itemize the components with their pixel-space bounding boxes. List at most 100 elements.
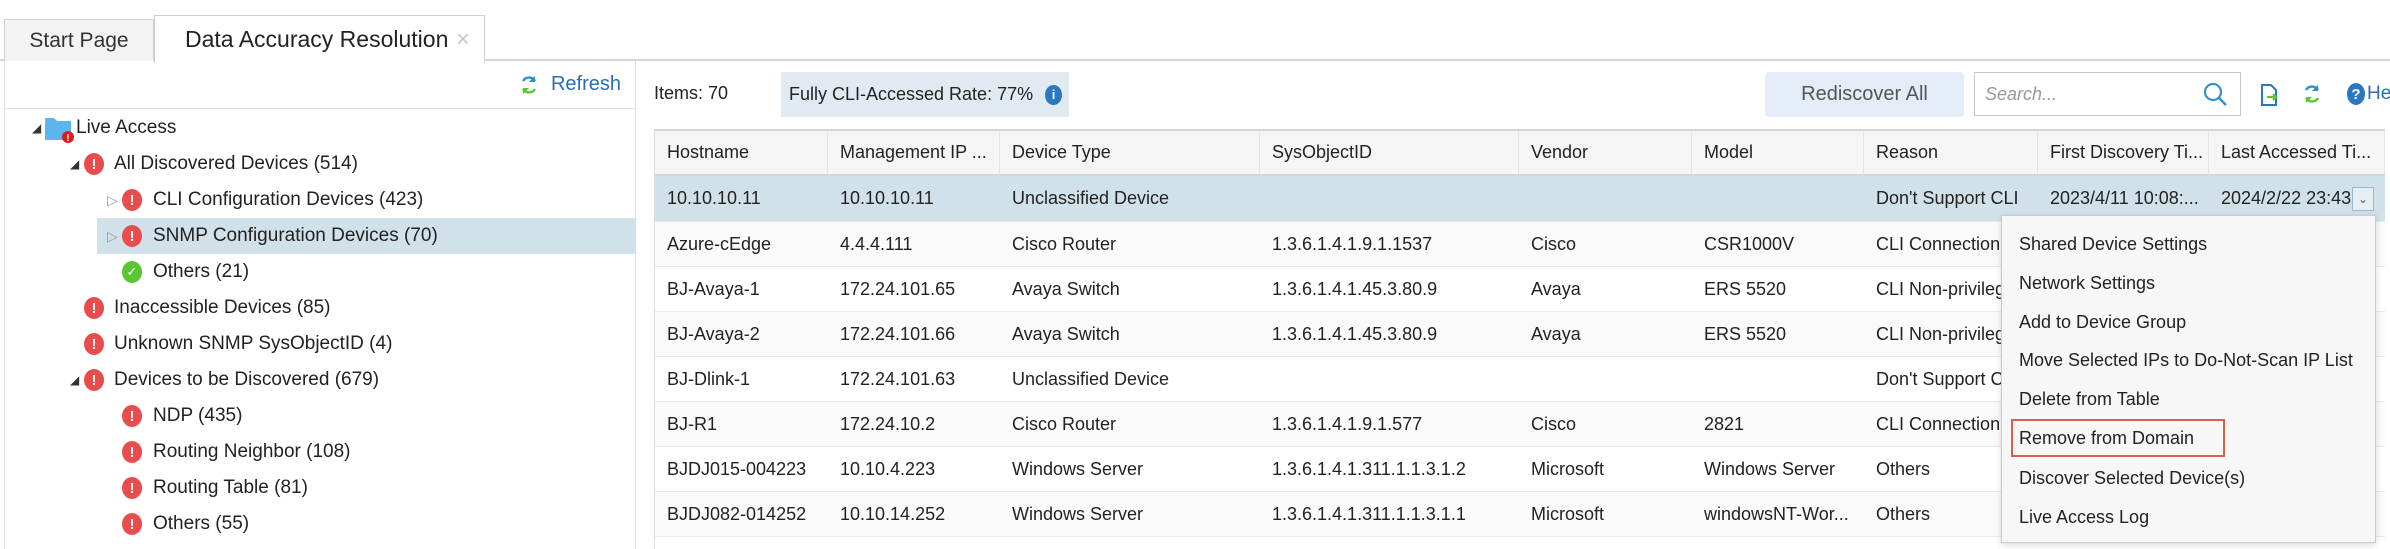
- table-cell: 2023/4/11 10:08:...: [2050, 188, 2199, 208]
- table-cell: 2821: [1704, 413, 1745, 434]
- table-cell: 172.24.101.63: [840, 368, 956, 389]
- table-cell: [1260, 176, 1519, 221]
- check-icon: ✓: [122, 261, 142, 283]
- table-cell: CSR1000V: [1704, 233, 1795, 254]
- menu-item[interactable]: Shared Device Settings: [2019, 233, 2208, 254]
- info-icon[interactable]: i: [1045, 84, 1063, 105]
- tree-node[interactable]: ◢! Devices to be Discovered (679): [5, 362, 636, 398]
- column-header[interactable]: Hostname: [655, 131, 828, 174]
- table-header: Hostname Management IP ... Device Type SysO…: [655, 129, 2385, 176]
- tree-node[interactable]: ▷! SNMP Configuration Devices (70): [97, 218, 636, 254]
- collapse-arrow-icon[interactable]: ◢: [32, 121, 42, 135]
- table-cell: 1.3.6.1.4.1.9.1.1537: [1272, 233, 1433, 254]
- table-cell: Windows Server: [1012, 503, 1144, 524]
- close-icon[interactable]: ×: [455, 26, 470, 53]
- menu-item[interactable]: Discover Selected Device(s): [2019, 467, 2246, 488]
- table-cell: Avaya: [1531, 278, 1581, 299]
- tree-node-label: CLI Configuration Devices (423): [153, 189, 424, 210]
- tree-node-label: Others (55): [153, 513, 250, 534]
- column-header[interactable]: Device Type: [1000, 131, 1260, 174]
- tree-node-label: Routing Table (81): [153, 477, 308, 498]
- table-cell: [1692, 176, 1864, 221]
- table-cell: CLI Connection: [1876, 233, 2001, 254]
- refresh-button[interactable]: Refresh: [519, 73, 621, 96]
- chevron-down-icon[interactable]: ⌄: [2352, 187, 2374, 211]
- table-cell: BJ-Avaya-1: [667, 278, 760, 299]
- column-header[interactable]: Reason: [1864, 131, 2038, 174]
- column-header[interactable]: Vendor: [1519, 131, 1692, 174]
- search-input[interactable]: [1985, 83, 2185, 105]
- tree-node[interactable]: ! Others (55): [5, 506, 636, 542]
- tree-node-label: Live Access: [76, 117, 177, 138]
- table-cell: BJDJ082-014252: [667, 503, 807, 524]
- divider: [5, 108, 636, 109]
- tab-label: Start Page: [29, 28, 129, 52]
- column-header[interactable]: Management IP ...: [828, 131, 1000, 174]
- search-box: [1974, 72, 2241, 116]
- context-menu: Shared Device Settings Network Settings Ad…: [2001, 215, 2376, 543]
- column-header[interactable]: First Discovery Ti...: [2038, 131, 2209, 174]
- tree-node[interactable]: ! Routing Neighbor (108): [5, 434, 636, 470]
- menu-item[interactable]: Move Selected IPs to Do-Not-Scan IP List: [2019, 349, 2353, 370]
- tree-node[interactable]: ✓ Others (21): [5, 254, 636, 290]
- table-cell: Don't Support C: [1876, 368, 2004, 389]
- menu-item[interactable]: Delete from Table: [2019, 388, 2160, 409]
- error-icon: !: [84, 333, 104, 355]
- export-icon[interactable]: [2260, 84, 2278, 106]
- search-icon[interactable]: [2202, 81, 2228, 107]
- menu-item[interactable]: Live Access Log: [2019, 506, 2150, 527]
- refresh-label: Refresh: [550, 73, 621, 95]
- table-cell: Cisco Router: [1012, 233, 1117, 254]
- table-cell: Azure-cEdge: [667, 233, 772, 254]
- table-cell: Don't Support CLI: [1876, 188, 2019, 208]
- cli-rate-text: Fully CLI-Accessed Rate: 77%: [789, 84, 1034, 104]
- help-button[interactable]: ? He: [2347, 83, 2390, 105]
- table-cell: 4.4.4.111: [840, 233, 913, 254]
- tree-node[interactable]: ! Routing Table (81): [5, 470, 636, 506]
- tree-node-label: All Discovered Devices (514): [114, 153, 358, 174]
- tree-node[interactable]: ▷! CLI Configuration Devices (423): [5, 182, 636, 218]
- table-cell: BJ-Dlink-1: [667, 368, 751, 389]
- column-header[interactable]: SysObjectID: [1260, 131, 1519, 174]
- table-cell: 2024/2/22 23:43: [2221, 188, 2352, 208]
- table-cell: CLI Non-privileg: [1876, 278, 2006, 299]
- tab-start-page[interactable]: Start Page: [4, 19, 154, 61]
- menu-item[interactable]: Remove from Domain: [2011, 419, 2225, 457]
- tree-node-label: Inaccessible Devices (85): [114, 297, 331, 318]
- svg-text:!: !: [66, 133, 69, 144]
- error-icon: !: [122, 189, 142, 211]
- column-header[interactable]: Last Accessed Ti...: [2209, 131, 2385, 174]
- menu-item[interactable]: Network Settings: [2019, 272, 2156, 293]
- table-cell: 1.3.6.1.4.1.45.3.80.9: [1272, 323, 1438, 344]
- table-cell: Avaya Switch: [1012, 278, 1120, 299]
- error-icon: !: [84, 153, 104, 175]
- collapse-arrow-icon[interactable]: ◢: [70, 373, 80, 387]
- items-count: Items: 70: [654, 83, 729, 103]
- tab-data-accuracy-resolution[interactable]: Data Accuracy Resolution ×: [154, 15, 485, 63]
- table-cell: 172.24.101.66: [840, 323, 956, 344]
- tree-node[interactable]: ! Inaccessible Devices (85): [5, 290, 636, 326]
- collapse-arrow-icon[interactable]: ◢: [70, 157, 80, 171]
- rediscover-all-button[interactable]: Rediscover All: [1765, 72, 1964, 117]
- table-cell: 1.3.6.1.4.1.45.3.80.9: [1272, 278, 1438, 299]
- tree-node-label: Devices to be Discovered (679): [114, 369, 380, 390]
- table-cell: Avaya: [1531, 323, 1581, 344]
- table-cell: 172.24.101.65: [840, 278, 956, 299]
- expand-arrow-icon[interactable]: ▷: [107, 191, 118, 208]
- table-cell: Cisco: [1531, 233, 1577, 254]
- tree-node[interactable]: ◢! All Discovered Devices (514): [5, 146, 636, 182]
- menu-item[interactable]: Add to Device Group: [2019, 311, 2187, 332]
- table-cell: 172.24.10.2: [840, 413, 936, 434]
- tree-node[interactable]: ! NDP (435): [5, 398, 636, 434]
- table-row[interactable]: 10.10.10.11 10.10.10.11 Unclassified Devic…: [655, 176, 2385, 222]
- tree-node[interactable]: ◢! Live Access: [5, 110, 636, 146]
- expand-arrow-icon[interactable]: ▷: [107, 227, 118, 244]
- error-icon: !: [84, 369, 104, 391]
- reload-icon[interactable]: [2302, 84, 2322, 104]
- table-cell: Microsoft: [1531, 503, 1605, 524]
- table-cell: 10.10.10.11: [667, 188, 761, 208]
- table-cell: Avaya Switch: [1012, 323, 1120, 344]
- column-header[interactable]: Model: [1692, 131, 1864, 174]
- tree-node[interactable]: ! Unknown SNMP SysObjectID (4): [5, 326, 636, 362]
- table-cell: Cisco Router: [1012, 413, 1117, 434]
